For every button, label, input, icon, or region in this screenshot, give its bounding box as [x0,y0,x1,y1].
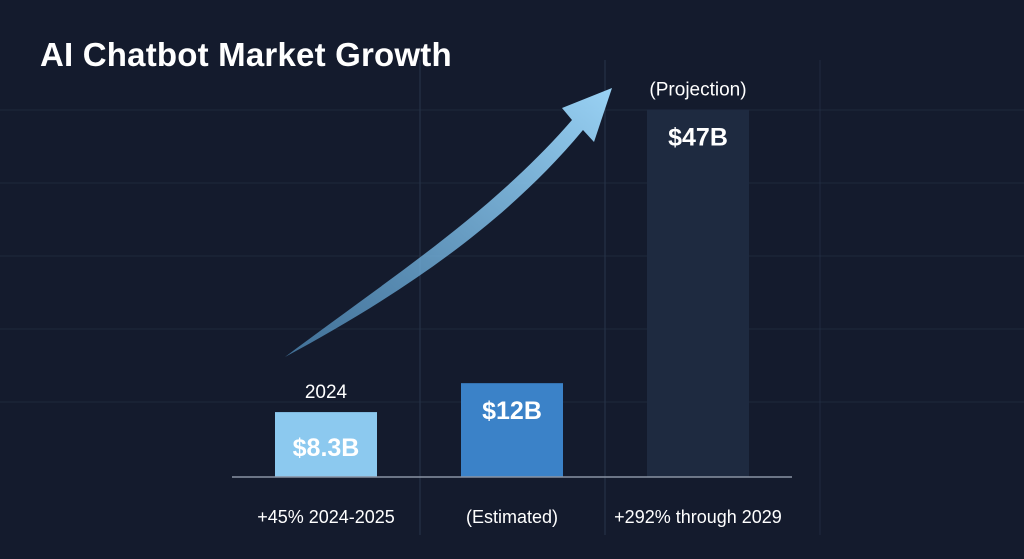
chart-title: AI Chatbot Market Growth [40,36,452,73]
bar-value-label: $8.3B [293,434,360,462]
growth-arrow-icon [285,88,612,357]
bar-2029 [647,109,749,478]
bar-labels: $8.3B 2024 +45% 2024-2025 $12B (Estimated) $4… [257,79,782,527]
bar-2024 [275,412,377,477]
bar-series [275,109,749,478]
bar-value-label: $47B [668,123,728,151]
bar-value-label: $12B [482,397,542,425]
bar-2025 [461,383,563,477]
bar-top-label: 2024 [305,382,348,403]
bar-bottom-label: +292% through 2029 [614,507,782,527]
bar-bottom-label: (Estimated) [466,507,558,527]
bar-bottom-label: +45% 2024-2025 [257,507,395,527]
bar-top-label: (Projection) [649,79,746,100]
